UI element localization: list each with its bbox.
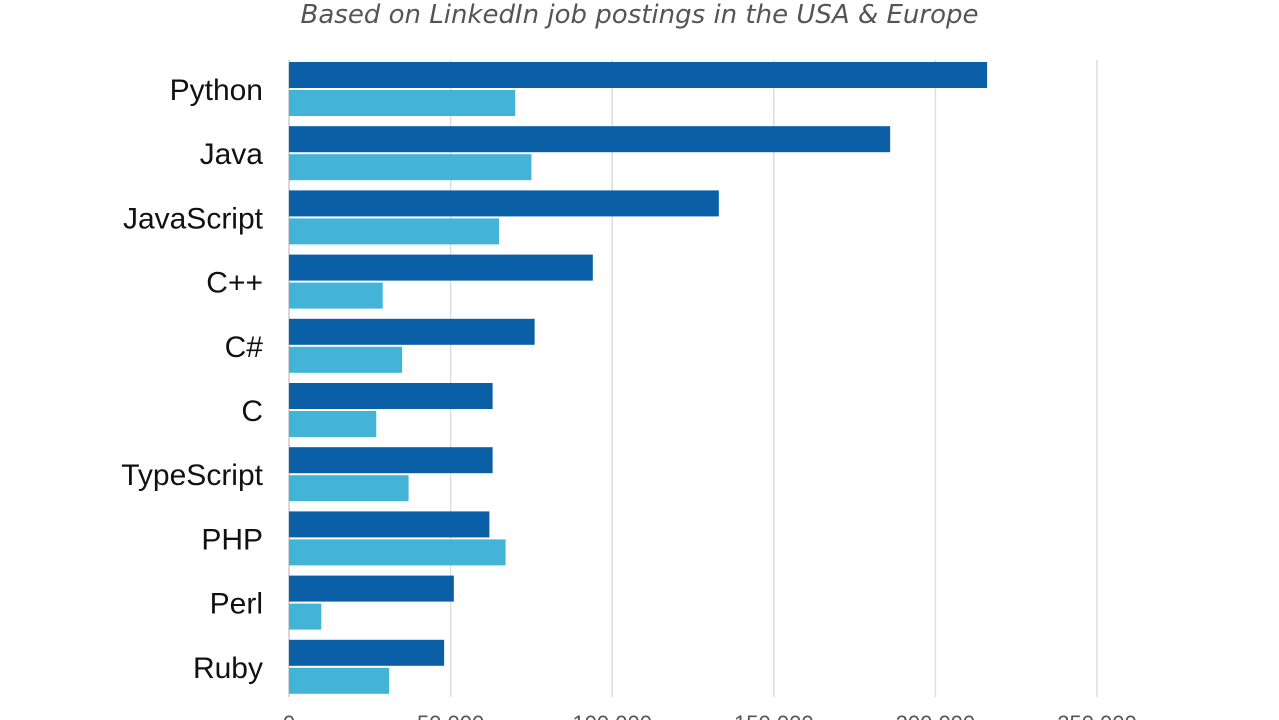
bar-series-1 bbox=[289, 383, 493, 409]
bar-series-2 bbox=[289, 346, 403, 373]
bar-series-1 bbox=[289, 575, 454, 602]
x-tick-label: 0 bbox=[283, 711, 295, 720]
bar-series-2 bbox=[289, 154, 532, 181]
bar-series-2 bbox=[289, 539, 506, 566]
x-tick-labels: 0 50,000 100,000 150,000 200,000 250,000 bbox=[283, 711, 1137, 720]
bar-series-2 bbox=[289, 667, 390, 694]
chart-subtitle: Based on LinkedIn job postings in the US… bbox=[300, 0, 979, 30]
category-labels: Python Java JavaScript C++ C# C TypeScript PHP P… bbox=[121, 74, 263, 685]
bars bbox=[289, 62, 988, 694]
x-tick-label: 250,000 bbox=[1057, 711, 1137, 720]
category-label: Java bbox=[200, 138, 264, 171]
category-label: JavaScript bbox=[123, 202, 264, 235]
x-tick-label: 200,000 bbox=[896, 711, 976, 720]
x-tick-label: 50,000 bbox=[417, 711, 484, 720]
bar-series-1 bbox=[289, 190, 719, 217]
x-tick-label: 150,000 bbox=[734, 711, 814, 720]
category-label: C# bbox=[225, 331, 264, 364]
bar-series-1 bbox=[289, 511, 490, 538]
bar-series-1 bbox=[289, 62, 988, 88]
bar-series-2 bbox=[289, 411, 377, 437]
category-label: TypeScript bbox=[121, 459, 263, 492]
category-label: C++ bbox=[206, 267, 263, 300]
bar-series-2 bbox=[289, 90, 516, 116]
bar-series-2 bbox=[289, 603, 322, 630]
x-tick-label: 100,000 bbox=[572, 711, 652, 720]
category-label: PHP bbox=[201, 523, 263, 556]
bar-series-1 bbox=[289, 639, 445, 666]
bar-series-2 bbox=[289, 475, 409, 502]
category-label: Python bbox=[170, 74, 263, 107]
bar-series-1 bbox=[289, 447, 493, 474]
bar-series-1 bbox=[289, 254, 593, 281]
bar-series-2 bbox=[289, 218, 500, 245]
bar-series-2 bbox=[289, 282, 383, 309]
bar-series-1 bbox=[289, 126, 891, 153]
category-label: Ruby bbox=[193, 652, 263, 685]
bar-series-1 bbox=[289, 318, 535, 345]
category-label: C bbox=[241, 395, 263, 428]
category-label: Perl bbox=[210, 588, 263, 621]
